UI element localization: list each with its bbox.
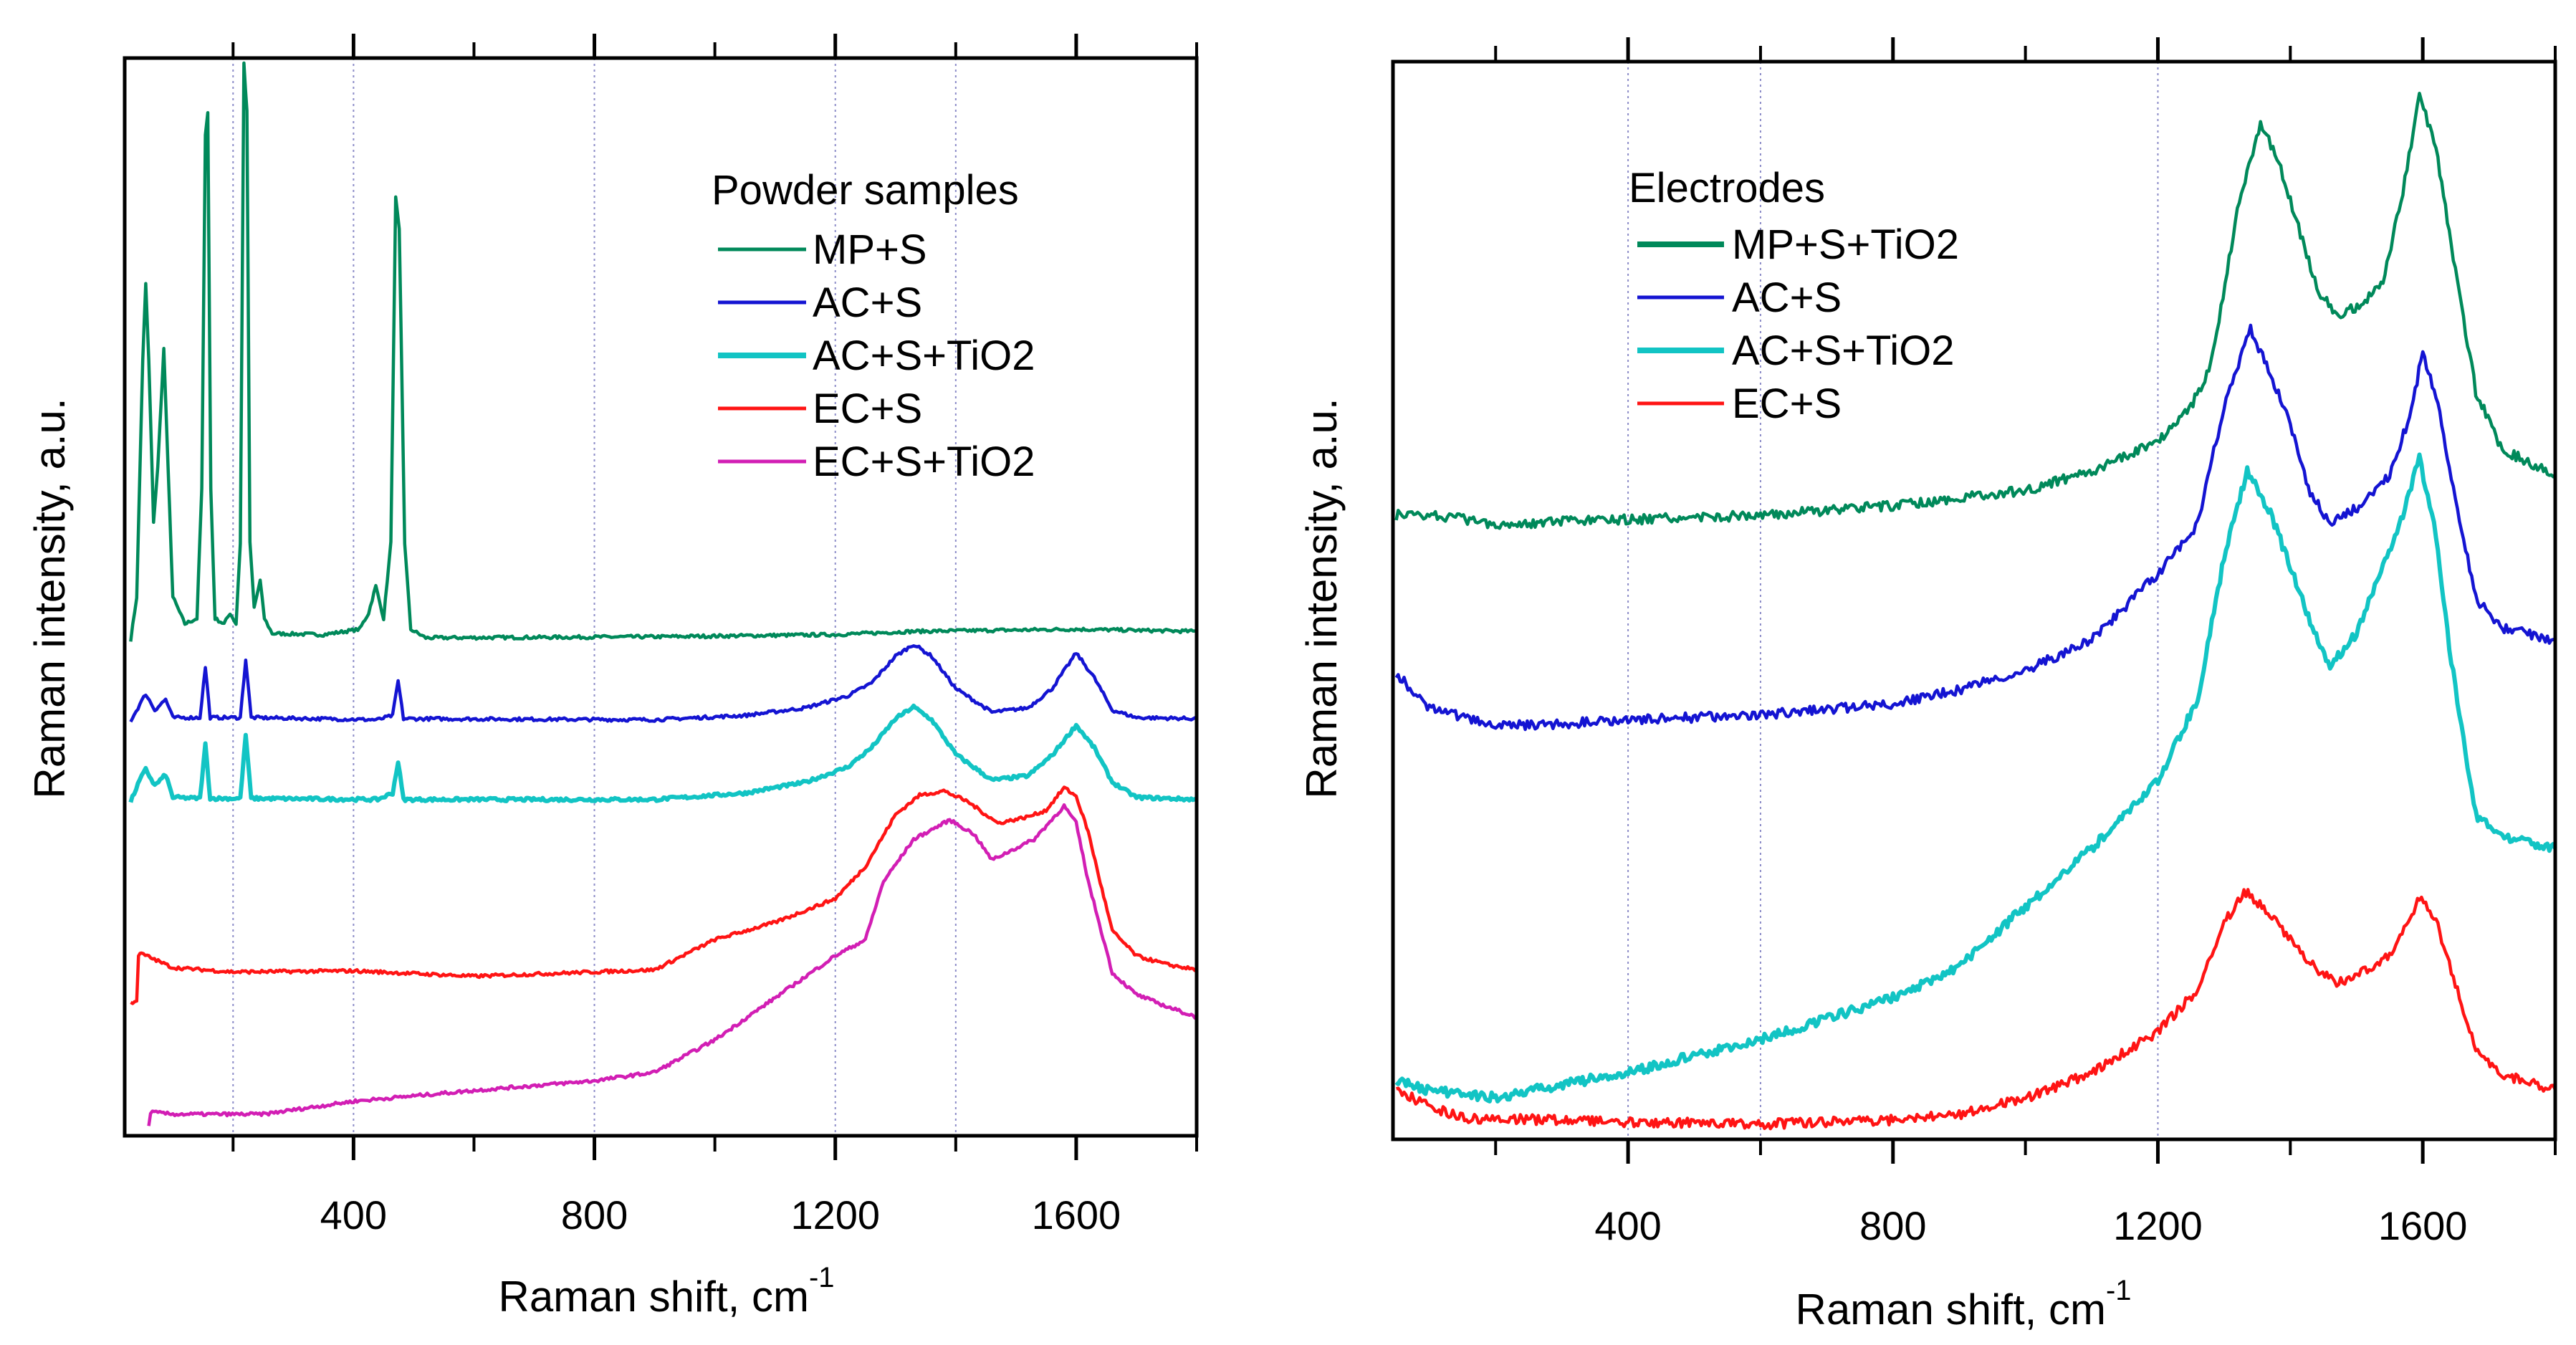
x-axis-title-superscript: -1 — [809, 1262, 835, 1293]
series-line-ac-s-tio2 — [128, 703, 1197, 803]
legend-label: EC+S — [1732, 380, 1842, 427]
y-axis-title: Raman intensity, a.u. — [26, 398, 74, 798]
x-axis-title-text: Raman shift, cm — [498, 1273, 808, 1321]
series-line-ac-s — [129, 644, 1198, 723]
x-axis-title: Raman shift, cm-1 — [1795, 1275, 2131, 1334]
x-tick-label: 400 — [320, 1192, 387, 1238]
legend-label: AC+S+TiO2 — [813, 332, 1035, 379]
x-tick-label: 1600 — [1032, 1192, 1121, 1238]
legend-label: EC+S+TiO2 — [813, 439, 1035, 485]
series-line-ac-s-tio2 — [1394, 452, 2557, 1104]
legend-label: AC+S+TiO2 — [1732, 327, 1955, 374]
series-line-mp-s-tio2 — [1394, 91, 2557, 530]
series-line-ac-s — [1394, 323, 2556, 732]
legend-title: Powder samples — [712, 167, 1019, 214]
legend-label: MP+S+TiO2 — [1732, 221, 1959, 268]
legend-label: MP+S — [813, 226, 927, 273]
chart-panel-1: MP+S AC+S AC+S+TiO2 EC+S EC+S+TiO2 Powder sam… — [26, 34, 1199, 1321]
legend-label: AC+S — [813, 279, 922, 326]
series-line-mp-s — [129, 61, 1197, 642]
plot-frame — [123, 56, 1199, 1138]
x-tick-label: 1200 — [2113, 1203, 2203, 1248]
x-axis-title: Raman shift, cm-1 — [498, 1262, 834, 1321]
y-axis-title: Raman intensity, a.u. — [1298, 398, 1346, 798]
x-axis-title-text: Raman shift, cm — [1795, 1286, 2105, 1334]
x-tick-label: 400 — [1594, 1203, 1661, 1248]
plot-frame — [1391, 59, 2557, 1141]
series-line-ec-s-tio2 — [147, 803, 1197, 1126]
legend-title: Electrodes — [1629, 165, 1825, 211]
x-tick-label: 800 — [561, 1192, 628, 1238]
series-line-ec-s — [1396, 888, 2557, 1131]
x-tick-label: 1600 — [2378, 1203, 2468, 1248]
x-axis-title-superscript: -1 — [2106, 1275, 2132, 1306]
legend-label: AC+S — [1732, 274, 1842, 321]
legend-label: EC+S — [813, 386, 922, 432]
x-tick-label: 1200 — [790, 1192, 880, 1238]
chart-panel-2: MP+S+TiO2 AC+S AC+S+TiO2 EC+S Electrodes 400 8… — [1298, 37, 2557, 1334]
series-line-ec-s — [130, 785, 1197, 1005]
x-tick-label: 800 — [1859, 1203, 1926, 1248]
